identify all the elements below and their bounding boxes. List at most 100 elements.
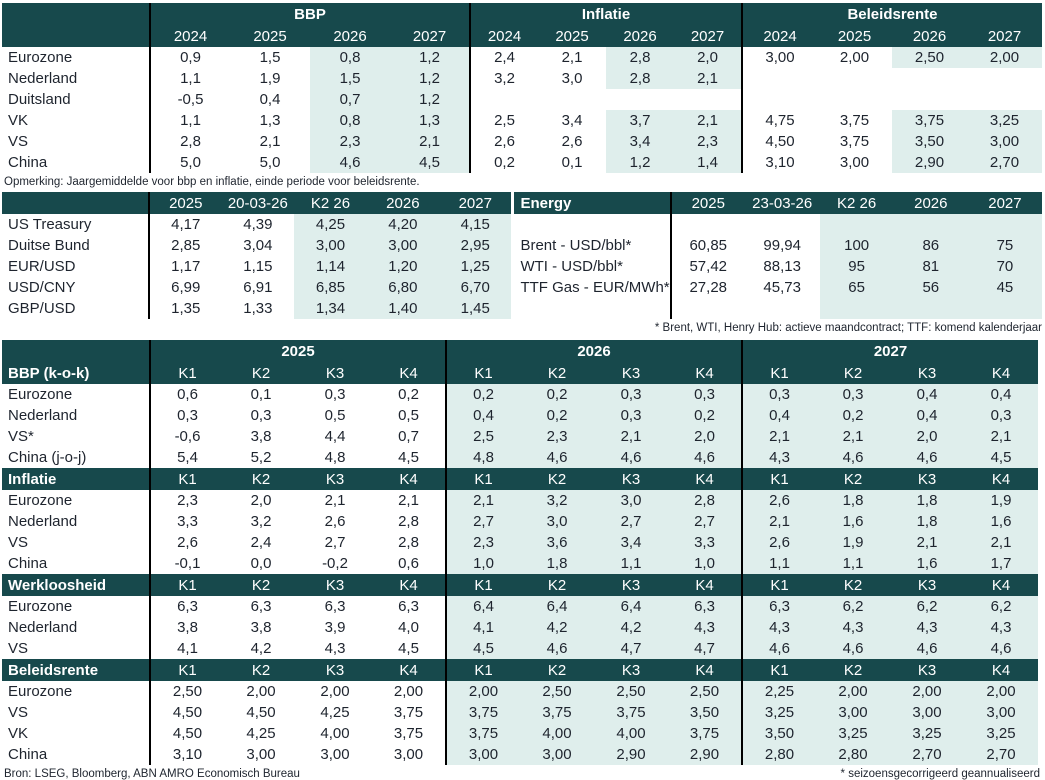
value-cell: 2,00: [839, 49, 870, 66]
value-cell: 4,75: [741, 110, 817, 131]
value-cell: 3,00: [445, 744, 520, 765]
year-header: 2024: [149, 25, 230, 47]
value-cell: 4,6: [741, 638, 816, 659]
value-cell: 1,6: [890, 553, 964, 574]
table-row: TTF Gas - EUR/MWh* 27,28 45,73 65 56 45: [514, 277, 1042, 298]
energy-table-body: Energy 2025 23-03-26 K2 26 2026 2027 Brent - U…: [514, 192, 1042, 319]
row-label: WTI - USD/bbl*: [520, 258, 623, 275]
value-cell: 3,8: [149, 617, 224, 638]
row-label: [514, 298, 670, 319]
table-row: US Treasury 4,17 4,39 4,25 4,20 4,15: [2, 214, 512, 235]
value-cell: 4,6: [816, 638, 890, 659]
value-cell: 2,1: [324, 492, 346, 509]
value-cell: 2,6: [561, 133, 583, 150]
column-header: 2025: [148, 192, 222, 214]
energy-block: Energy 2025 23-03-26 K2 26 2026 2027 Brent - U…: [514, 192, 1042, 334]
quarter-header: K4: [668, 659, 742, 681]
value-cell: 3,00: [967, 131, 1042, 152]
year-group-header: 2026: [445, 340, 742, 362]
value-cell: 3,0: [561, 70, 583, 87]
value-cell: 3,00: [294, 235, 367, 256]
value-cell: 6,3: [398, 598, 419, 615]
value-cell: 0,6: [398, 555, 419, 572]
row-label: Duitse Bund: [8, 237, 90, 254]
quarter-header: K2: [520, 468, 594, 490]
year-header: 2026: [310, 25, 390, 47]
value-cell: 2,00: [964, 681, 1038, 702]
quarter-header: K3: [298, 574, 372, 596]
quarter-header: K4: [964, 659, 1038, 681]
value-cell: 2,3: [149, 490, 224, 511]
row-label: US Treasury: [8, 216, 92, 233]
value-cell: 3,10: [741, 152, 817, 173]
value-cell: 6,2: [964, 596, 1038, 617]
value-cell: 6,91: [243, 279, 273, 296]
table-row: Nederland 3,3 3,2 2,6 2,8 2,7 3,0 2,7 2,7 2,1 1,6 1…: [2, 511, 1038, 532]
section-header-row: Werkloosheid K1 K2 K3 K4 K1 K2 K3 K4 K1 K2 K3 K4: [2, 574, 1038, 596]
value-cell: 1,8: [816, 490, 890, 511]
quarter-header: K2: [224, 362, 298, 384]
section-header: Inflatie: [2, 468, 150, 490]
value-cell: 4,8: [324, 449, 346, 466]
value-cell: 2,00: [816, 681, 890, 702]
quarter-header: K2: [224, 574, 298, 596]
year-header: 2024: [469, 25, 538, 47]
value-cell: 2,70: [964, 744, 1038, 765]
quarter-header: K4: [372, 659, 446, 681]
table-row: VK 1,1 1,3 0,8 1,3 2,5 3,4 3,7 2,1 4,75 3,75 3,75 3,…: [2, 110, 1042, 131]
value-cell: 2,5: [469, 110, 538, 131]
value-cell: 1,7: [964, 553, 1038, 574]
table-title: [2, 192, 150, 214]
section-header: BBP (k-o-k): [2, 362, 150, 384]
row-label: Eurozone: [8, 49, 73, 66]
value-cell: 3,25: [964, 723, 1038, 744]
quarter-header: K4: [372, 574, 446, 596]
value-cell: 86: [893, 235, 968, 256]
value-cell: 0,4: [741, 405, 816, 426]
quarterly-footnote: * seizoensgecorrigeerd geannualiseerd: [840, 768, 1040, 780]
value-cell: 1,5: [259, 49, 281, 66]
value-cell: 2,8: [149, 131, 230, 152]
row-label: GBP/USD: [8, 300, 76, 317]
quarter-header: K2: [816, 468, 890, 490]
value-cell: 4,5: [398, 449, 419, 466]
value-cell: 0,1: [561, 154, 583, 171]
value-cell: 2,0: [250, 492, 272, 509]
value-cell: 2,50: [668, 681, 742, 702]
markets-energy-row: 2025 20-03-26 K2 26 2026 2027 US Treasury 4,17…: [2, 192, 1042, 334]
value-cell: 5,0: [149, 152, 230, 173]
value-cell: 0,1: [250, 386, 272, 403]
year-header: 2027: [967, 25, 1042, 47]
value-cell: 0,6: [149, 384, 224, 405]
value-cell: 4,1: [149, 638, 224, 659]
value-cell: [606, 89, 674, 110]
row-label: Brent - USD/bbl*: [520, 237, 632, 254]
table-note: Opmerking: Jaargemiddelde voor bbp en in…: [4, 176, 420, 188]
value-cell: 4,00: [594, 723, 668, 744]
value-cell: 81: [893, 256, 968, 277]
value-cell: 2,7: [594, 511, 668, 532]
value-cell: [745, 214, 820, 235]
value-cell: 3,00: [839, 154, 870, 171]
value-cell: [817, 89, 892, 110]
value-cell: 1,45: [439, 298, 512, 319]
table-row: VS 2,8 2,1 2,3 2,1 2,6 2,6 3,4 2,3 4,50 3,75 3,50 3,…: [2, 131, 1042, 152]
value-cell: 2,00: [320, 683, 350, 700]
value-cell: [893, 298, 968, 319]
value-cell: 6,3: [668, 596, 742, 617]
quarter-header: K2: [520, 362, 594, 384]
row-label: VK: [8, 112, 29, 129]
quarter-header: K1: [149, 659, 224, 681]
column-header: K2 26: [819, 192, 894, 214]
row-label: Nederland: [8, 513, 78, 530]
value-cell: 4,3: [816, 617, 890, 638]
value-cell: 4,2: [594, 617, 668, 638]
value-cell: [967, 214, 1042, 235]
row-label: Eurozone: [8, 492, 73, 509]
value-cell: 2,1: [674, 110, 742, 131]
value-cell: 2,1: [964, 532, 1038, 553]
value-cell: 4,2: [250, 640, 272, 657]
value-cell: 2,8: [668, 490, 742, 511]
table-row: VS 4,1 4,2 4,3 4,5 4,5 4,6 4,7 4,7 4,6 4,6 4,6 4,6: [2, 638, 1038, 659]
group-header: Inflatie: [469, 3, 742, 25]
